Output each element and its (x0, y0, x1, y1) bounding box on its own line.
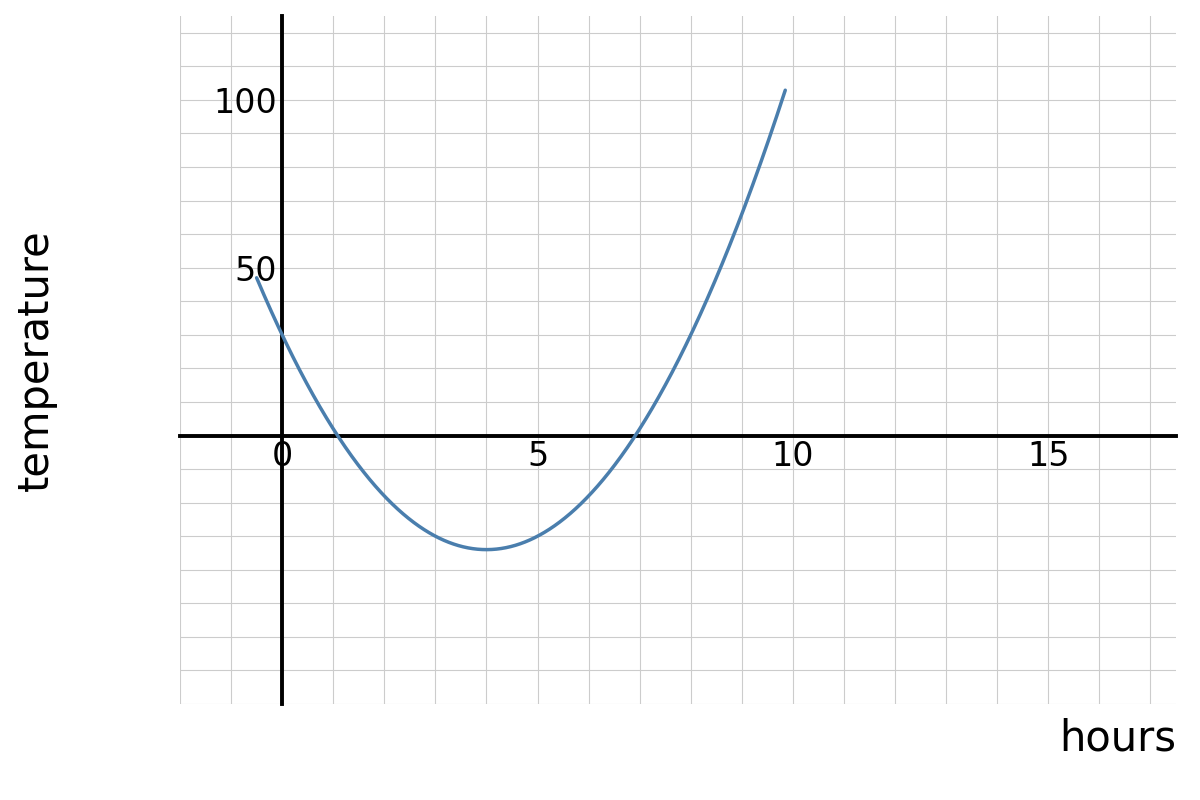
Text: temperature: temperature (14, 229, 58, 491)
Text: hours: hours (1060, 718, 1176, 760)
